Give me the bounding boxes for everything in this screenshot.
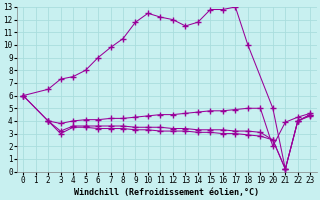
X-axis label: Windchill (Refroidissement éolien,°C): Windchill (Refroidissement éolien,°C): [74, 188, 259, 197]
